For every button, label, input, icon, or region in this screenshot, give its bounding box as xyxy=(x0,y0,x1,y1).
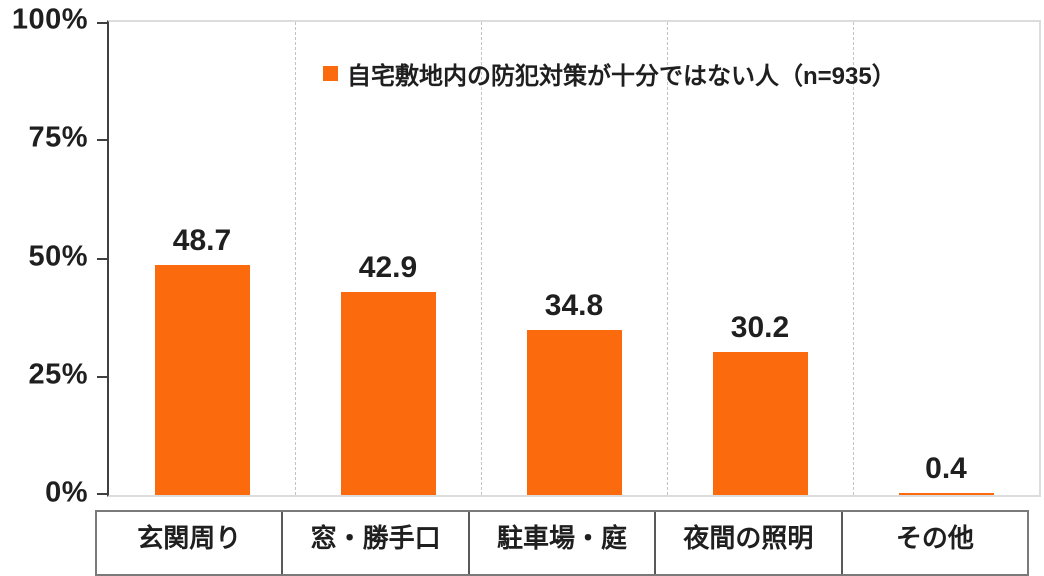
y-tick-label: 0% xyxy=(45,476,88,509)
category-label: 駐車場・庭 xyxy=(467,512,654,574)
legend-label: 自宅敷地内の防犯対策が十分ではない人（n=935） xyxy=(347,63,896,90)
y-tick-label: 100% xyxy=(11,3,88,36)
bar xyxy=(526,330,622,495)
bar-value-label: 0.4 xyxy=(925,452,967,485)
gridline xyxy=(667,22,668,495)
bar xyxy=(340,292,436,495)
category-label: その他 xyxy=(840,512,1027,574)
bar-group: 48.7 xyxy=(109,22,295,495)
gridline xyxy=(481,22,482,495)
y-tick-label: 50% xyxy=(28,240,88,272)
bar-value-label: 48.7 xyxy=(172,224,232,257)
legend-square-icon xyxy=(323,66,338,81)
y-axis-tick xyxy=(97,139,107,142)
y-axis-tick xyxy=(97,493,107,495)
bar-value-label: 30.2 xyxy=(730,311,790,344)
bar-group: 30.2 xyxy=(667,22,853,495)
bar xyxy=(898,493,994,495)
bar xyxy=(712,352,808,495)
category-label: 窓・勝手口 xyxy=(281,512,467,574)
y-axis-tick xyxy=(97,22,107,24)
y-tick-label: 25% xyxy=(28,358,88,391)
bar-value-label: 34.8 xyxy=(544,289,604,322)
bar-group: 42.9 xyxy=(295,22,481,495)
y-axis-tick xyxy=(97,257,107,260)
bar-group: 34.8 xyxy=(481,22,667,495)
bar-group: 0.4 xyxy=(853,22,1039,495)
y-tick-label: 75% xyxy=(28,121,88,154)
bar xyxy=(154,265,250,495)
category-label: 夜間の照明 xyxy=(654,512,840,574)
bar-value-label: 42.9 xyxy=(358,251,418,284)
category-label: 玄関周り xyxy=(137,523,242,553)
y-axis-tick xyxy=(97,375,107,378)
legend: 自宅敷地内の防犯対策が十分ではない人（n=935） xyxy=(323,56,896,91)
gridline xyxy=(295,22,296,495)
category-axis-table: 玄関周り 窓・勝手口 駐車場・庭 夜間の照明 その他 xyxy=(95,510,1029,576)
gridline xyxy=(853,22,854,495)
y-axis: 100% 75% 50% 25% 0% xyxy=(0,0,88,576)
plot-area: 48.7 42.9 34.8 30.2 0.4 自宅敷地内の防犯対策が十分ではない人（n… xyxy=(97,20,1041,497)
